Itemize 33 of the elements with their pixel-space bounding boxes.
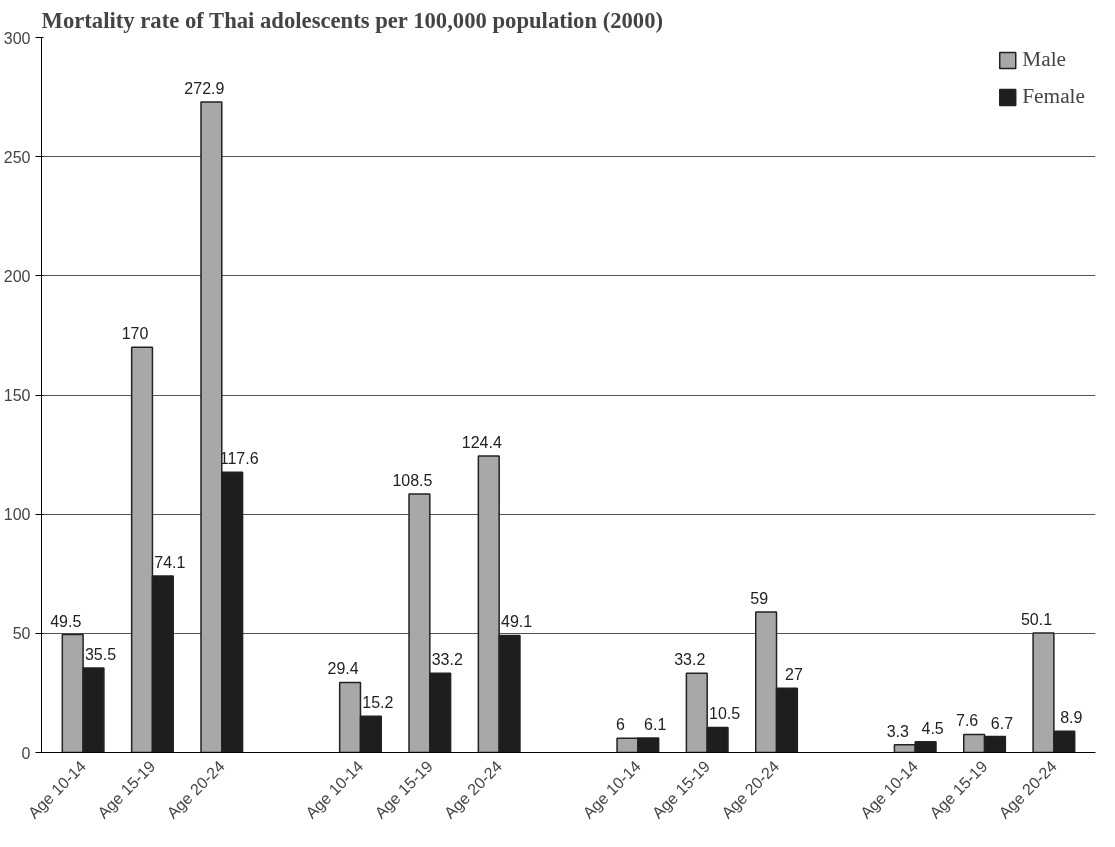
data-label: 6.1 bbox=[644, 715, 667, 733]
data-label: 49.1 bbox=[500, 613, 533, 631]
data-label: 6.7 bbox=[990, 714, 1014, 732]
y-tick-label: 300 bbox=[3, 29, 31, 47]
y-tick-label: 250 bbox=[3, 148, 31, 166]
y-tick-label: 0 bbox=[21, 744, 31, 762]
data-label: 272.9 bbox=[184, 80, 225, 98]
data-label: 49.5 bbox=[50, 612, 82, 630]
y-tick-label: 200 bbox=[3, 267, 31, 285]
data-label: 74.1 bbox=[154, 553, 186, 571]
data-label: 3.3 bbox=[886, 722, 910, 740]
legend-label: Female bbox=[1022, 84, 1085, 109]
data-label: 108.5 bbox=[392, 471, 433, 489]
data-label: 10.5 bbox=[709, 705, 741, 723]
y-tick-label: 50 bbox=[12, 625, 31, 643]
data-label: 59 bbox=[750, 589, 769, 607]
y-tick-label: 150 bbox=[3, 387, 31, 404]
data-label: 7.6 bbox=[956, 712, 979, 730]
data-label: 8.9 bbox=[1060, 709, 1083, 727]
data-label: 33.2 bbox=[431, 651, 463, 669]
legend-label: Male bbox=[1022, 47, 1067, 72]
chart-title: Mortality rate of Thai adolescents per 100,000 population (2000) bbox=[41, 7, 664, 33]
data-label: 170 bbox=[121, 325, 149, 343]
data-label: 35.5 bbox=[84, 645, 117, 663]
data-label: 27 bbox=[785, 666, 803, 684]
data-label: 15.2 bbox=[362, 694, 394, 712]
y-tick-label: 100 bbox=[3, 506, 31, 524]
data-label: 29.4 bbox=[327, 660, 359, 678]
data-label: 4.5 bbox=[921, 719, 944, 737]
data-label: 124.4 bbox=[461, 434, 502, 452]
data-label: 33.2 bbox=[674, 651, 706, 669]
data-label: 6 bbox=[615, 716, 625, 734]
data-label: 50.1 bbox=[1020, 611, 1053, 629]
